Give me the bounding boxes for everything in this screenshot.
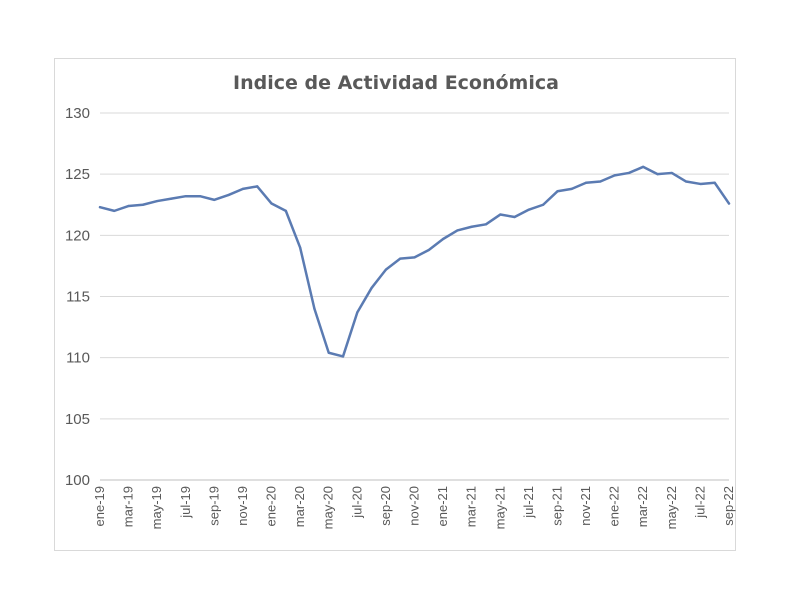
x-axis-ticks: ene-19 mar-19 may-19 jul-19 sep-19 nov-19 ene-… [92, 486, 736, 529]
gridlines [100, 112, 729, 481]
x-tick-label: jul-22 [692, 486, 707, 519]
data-point [98, 206, 102, 209]
data-point [513, 215, 516, 219]
data-point [527, 208, 530, 211]
x-tick-label: nov-20 [407, 486, 422, 526]
data-point [613, 174, 616, 177]
data-point [670, 171, 673, 175]
x-tick-label: mar-21 [464, 486, 479, 527]
data-point [341, 355, 345, 358]
data-point [313, 307, 316, 310]
data-point [227, 193, 230, 197]
data-point [456, 229, 459, 232]
x-tick-label: mar-22 [635, 486, 650, 527]
data-point [356, 311, 359, 314]
data-point [156, 199, 159, 203]
data-point [556, 190, 559, 193]
data-point [470, 225, 473, 228]
chart-title: Indice de Actividad Económica [233, 72, 559, 94]
data-point [627, 171, 631, 175]
x-tick-label: mar-20 [292, 486, 307, 527]
data-point [370, 286, 373, 290]
x-tick-label: nov-21 [578, 486, 593, 526]
x-tick-label: ene-21 [435, 486, 450, 526]
data-point [441, 237, 445, 241]
chart-frame: Indice de Actividad Económica 100 105 110 1… [54, 58, 736, 551]
x-tick-label: nov-19 [235, 486, 250, 526]
y-tick-label: 115 [66, 289, 90, 306]
x-tick-label: ene-19 [92, 486, 107, 526]
data-point [727, 202, 731, 205]
data-point [213, 198, 216, 201]
data-point [270, 202, 273, 205]
x-tick-label: sep-21 [549, 486, 564, 526]
data-point [699, 182, 702, 186]
series-line [98, 165, 731, 358]
y-tick-label: 105 [65, 411, 90, 428]
data-point [642, 165, 645, 168]
data-point [184, 195, 187, 198]
x-tick-label: sep-20 [378, 486, 393, 526]
y-tick-label: 130 [65, 105, 90, 122]
data-point [241, 187, 245, 190]
line-chart: Indice de Actividad Económica 1001051101… [65, 72, 736, 529]
data-point [413, 256, 416, 259]
data-point [141, 203, 144, 206]
data-point [284, 209, 287, 212]
data-point [327, 351, 330, 354]
data-point [384, 268, 388, 271]
x-tick-label: may-22 [664, 486, 679, 529]
x-tick-label: jul-20 [349, 486, 364, 519]
data-point [299, 246, 302, 249]
y-axis-ticks: 100 105 110 115 120 125 130 [65, 105, 90, 489]
data-point [256, 185, 259, 188]
data-point [484, 223, 488, 226]
y-tick-label: 125 [65, 166, 90, 183]
data-point [685, 180, 688, 183]
x-tick-label: jul-21 [521, 486, 536, 519]
data-point [599, 180, 602, 183]
x-tick-label: ene-22 [607, 486, 622, 526]
data-point [198, 195, 202, 198]
data-point [570, 187, 573, 190]
x-tick-label: sep-19 [206, 486, 221, 526]
data-point [399, 257, 402, 260]
data-point [170, 197, 173, 200]
x-tick-label: mar-19 [121, 486, 136, 527]
x-tick-label: may-21 [492, 486, 507, 529]
data-point [542, 203, 545, 206]
series-layer [98, 165, 731, 358]
x-tick-label: jul-19 [178, 486, 193, 519]
y-tick-label: 110 [66, 350, 90, 367]
data-point [656, 173, 659, 176]
y-tick-label: 120 [65, 227, 90, 244]
x-tick-label: sep-22 [721, 486, 736, 526]
data-point [427, 248, 430, 252]
x-tick-label: ene-20 [264, 486, 279, 526]
data-point [713, 181, 716, 184]
data-point [113, 209, 116, 212]
x-tick-label: may-20 [321, 486, 336, 529]
data-point [584, 181, 588, 184]
data-point [127, 204, 130, 208]
x-tick-label: may-19 [149, 486, 164, 529]
y-tick-label: 100 [65, 472, 90, 489]
data-point [499, 213, 502, 216]
